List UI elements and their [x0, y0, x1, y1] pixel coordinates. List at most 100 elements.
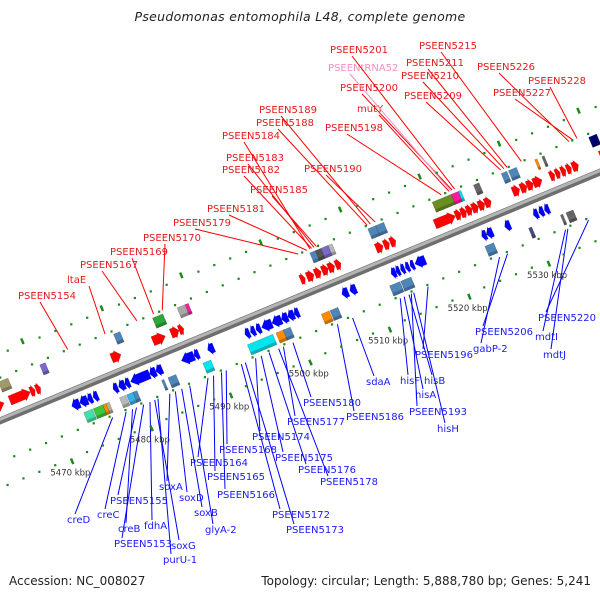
reverse-gene-arrow[interactable] — [398, 262, 407, 276]
gene-label[interactable]: PSEEN5168 — [219, 445, 277, 456]
reverse-gene-box[interactable] — [246, 333, 278, 356]
reverse-gene-arrow[interactable] — [408, 258, 417, 272]
gene-label[interactable]: mdtJ — [543, 350, 566, 361]
reverse-gene-arrow[interactable] — [242, 327, 252, 341]
gene-label[interactable]: PSEEN5178 — [320, 477, 378, 488]
reverse-gene-arrow[interactable] — [147, 365, 159, 380]
gene-label[interactable]: PSEEN5198 — [325, 123, 383, 134]
reverse-gene-arrow[interactable] — [122, 376, 132, 390]
reverse-gene-box[interactable] — [320, 310, 334, 325]
forward-gene-box[interactable] — [113, 331, 125, 345]
forward-gene-arrow[interactable] — [510, 183, 522, 198]
gene-label[interactable]: mdtI — [535, 332, 558, 343]
forward-gene-box[interactable] — [541, 155, 549, 168]
reverse-gene-box[interactable] — [484, 242, 499, 257]
reverse-gene-arrow[interactable] — [292, 306, 302, 320]
reverse-gene-box[interactable] — [528, 226, 537, 239]
forward-gene-arrow[interactable] — [381, 237, 392, 251]
gene-label[interactable]: PSEEN5220 — [538, 313, 596, 324]
gene-label[interactable]: purU-1 — [163, 555, 197, 566]
forward-gene-box[interactable] — [39, 362, 50, 376]
reverse-gene-arrow[interactable] — [128, 368, 152, 388]
forward-gene-box[interactable] — [473, 182, 484, 196]
reverse-gene-arrow[interactable] — [116, 378, 128, 393]
gene-label[interactable]: PSEEN5210 — [401, 71, 459, 82]
forward-gene-arrow[interactable] — [319, 263, 330, 278]
reverse-gene-box[interactable] — [565, 209, 578, 224]
gene-label[interactable]: fdhA — [144, 521, 167, 532]
forward-gene-arrow[interactable] — [570, 159, 581, 174]
gene-label[interactable]: PSEEN5201 — [330, 45, 388, 56]
forward-gene-arrow[interactable] — [476, 198, 487, 213]
gene-label[interactable]: PSEEN5183 — [226, 153, 284, 164]
forward-gene-arrow[interactable] — [464, 203, 475, 217]
reverse-gene-box[interactable] — [105, 401, 114, 415]
forward-gene-arrow[interactable] — [388, 235, 399, 249]
gene-label[interactable]: soxB — [194, 508, 218, 519]
gene-label[interactable]: PSEEN5200 — [340, 83, 398, 94]
forward-gene-box[interactable] — [507, 166, 521, 182]
forward-gene-arrow[interactable] — [150, 330, 168, 347]
gene-label[interactable]: creC — [97, 510, 120, 521]
gene-label[interactable]: PSEEN5167 — [80, 260, 138, 271]
reverse-gene-arrow[interactable] — [205, 341, 217, 356]
gene-label[interactable]: hisH — [437, 424, 459, 435]
forward-gene-box[interactable] — [176, 304, 190, 319]
reverse-gene-arrow[interactable] — [179, 350, 197, 367]
reverse-gene-arrow[interactable] — [111, 381, 121, 395]
gene-label[interactable]: sdaA — [366, 377, 391, 388]
reverse-gene-arrow[interactable] — [484, 225, 495, 241]
gene-label[interactable]: ltaE — [67, 275, 86, 286]
gene-label[interactable]: PSEEN5173 — [286, 525, 344, 536]
forward-gene-box[interactable] — [0, 377, 13, 393]
gene-label[interactable]: PSEEN5180 — [303, 398, 361, 409]
gene-label[interactable]: PSEEN5196 — [415, 350, 473, 361]
forward-gene-arrow[interactable] — [531, 174, 545, 190]
forward-gene-box[interactable] — [184, 302, 193, 316]
reverse-gene-arrow[interactable] — [403, 260, 412, 274]
gene-label[interactable]: PSEEN5215 — [419, 41, 477, 52]
reverse-gene-arrow[interactable] — [531, 207, 541, 221]
forward-gene-arrow[interactable] — [558, 164, 569, 178]
gene-label[interactable]: PSEEN5179 — [173, 218, 231, 229]
reverse-gene-box[interactable] — [202, 359, 216, 374]
forward-gene-arrow[interactable] — [564, 162, 574, 176]
reverse-gene-arrow[interactable] — [393, 264, 403, 278]
forward-gene-arrow[interactable] — [0, 397, 7, 415]
gene-label[interactable]: PSEEN5174 — [252, 432, 310, 443]
reverse-gene-box[interactable] — [400, 276, 416, 292]
gene-label[interactable]: soxG — [171, 541, 196, 552]
gene-label[interactable]: PSEEN5228 — [528, 76, 586, 87]
forward-gene-arrow[interactable] — [458, 205, 470, 219]
gene-label[interactable]: PSEEN5193 — [409, 407, 467, 418]
forward-gene-box[interactable] — [500, 170, 512, 185]
reverse-gene-arrow[interactable] — [542, 202, 552, 216]
gene-label[interactable]: PSEEN5227 — [493, 88, 551, 99]
forward-gene-box[interactable] — [152, 313, 168, 329]
gene-label[interactable]: PSEEN5211 — [406, 58, 464, 69]
forward-gene-box[interactable] — [375, 221, 389, 237]
reverse-gene-box[interactable] — [559, 213, 568, 226]
reverse-gene-box[interactable] — [161, 379, 169, 391]
forward-gene-arrow[interactable] — [304, 268, 316, 283]
gene-label[interactable]: soxD — [179, 493, 204, 504]
forward-gene-arrow[interactable] — [28, 384, 38, 398]
forward-gene-arrow[interactable] — [109, 348, 124, 364]
forward-gene-box[interactable] — [534, 158, 542, 171]
reverse-gene-arrow[interactable] — [339, 285, 351, 301]
forward-gene-arrow[interactable] — [33, 382, 43, 396]
forward-gene-arrow[interactable] — [176, 322, 186, 336]
gene-label[interactable]: creD — [67, 515, 91, 526]
gene-label[interactable]: gabP-2 — [473, 344, 508, 355]
reverse-gene-box[interactable] — [389, 281, 405, 297]
reverse-gene-box[interactable] — [132, 390, 142, 403]
forward-gene-box[interactable] — [588, 133, 600, 148]
reverse-gene-arrow[interactable] — [536, 205, 546, 219]
gene-label[interactable]: PSEEN5165 — [207, 472, 265, 483]
forward-gene-box[interactable] — [327, 243, 337, 256]
gene-label[interactable]: PSEEN5185 — [250, 185, 308, 196]
gene-label[interactable]: PSEENtRNA52 — [328, 63, 398, 74]
reverse-gene-arrow[interactable] — [347, 282, 359, 297]
reverse-gene-arrow[interactable] — [254, 322, 264, 336]
forward-gene-box[interactable] — [320, 244, 333, 259]
